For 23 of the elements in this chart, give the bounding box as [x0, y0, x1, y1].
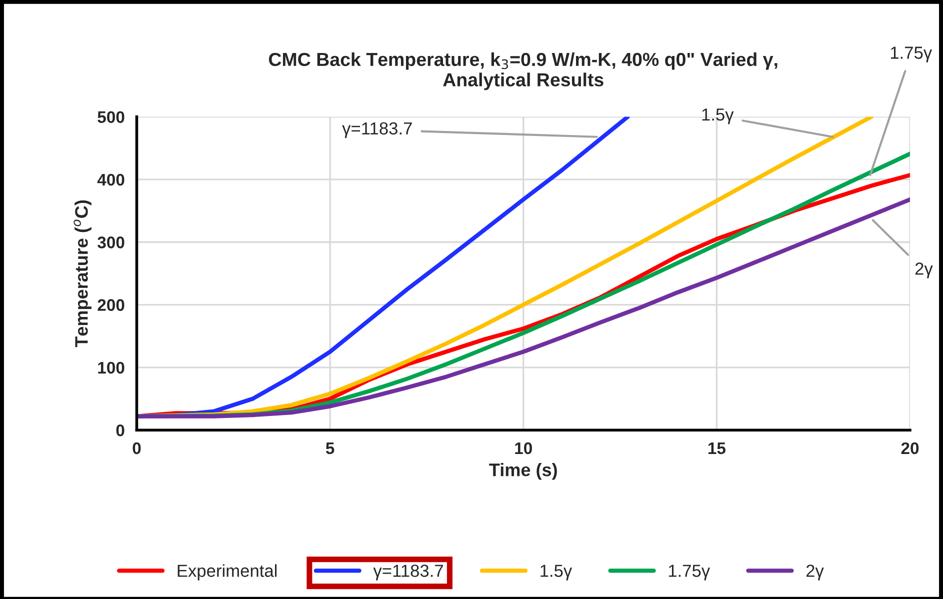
- legend-label: Experimental: [178, 564, 277, 580]
- x-axis-title: Time (s): [489, 462, 557, 480]
- legend-label: 2γ: [806, 564, 824, 580]
- annotation: 1.5γ: [702, 108, 734, 124]
- x-tick-label: 20: [901, 442, 919, 454]
- x-tick-label: 15: [708, 442, 726, 454]
- x-tick-label: 5: [326, 442, 334, 454]
- y-tick-label: 500: [98, 111, 124, 124]
- x-tick-label: 10: [515, 442, 532, 454]
- y-tick-label: 400: [97, 174, 124, 186]
- y-axis-title: Temperature ($^{o}$C): [74, 200, 92, 348]
- chart-title: CMC Back Temperature, k$_{3}$=0.9 W/m-K, 40% q0" Varied γ, Analytical Results: [268, 52, 778, 90]
- legend-label: 1.5γ: [540, 564, 572, 580]
- y-tick-label: 200: [98, 299, 124, 311]
- x-tick-label: 0: [132, 442, 141, 454]
- annotation: 2γ: [915, 262, 933, 278]
- annotation: 1.75γ: [890, 46, 932, 62]
- y-tick-label: 300: [98, 236, 124, 248]
- legend-label: γ=1183.7: [373, 564, 443, 580]
- y-tick-label: 0: [116, 424, 124, 436]
- annotation: γ=1183.7: [342, 122, 412, 138]
- legend-label: 1.75γ: [668, 564, 710, 580]
- y-tick-label: 100: [98, 362, 124, 374]
